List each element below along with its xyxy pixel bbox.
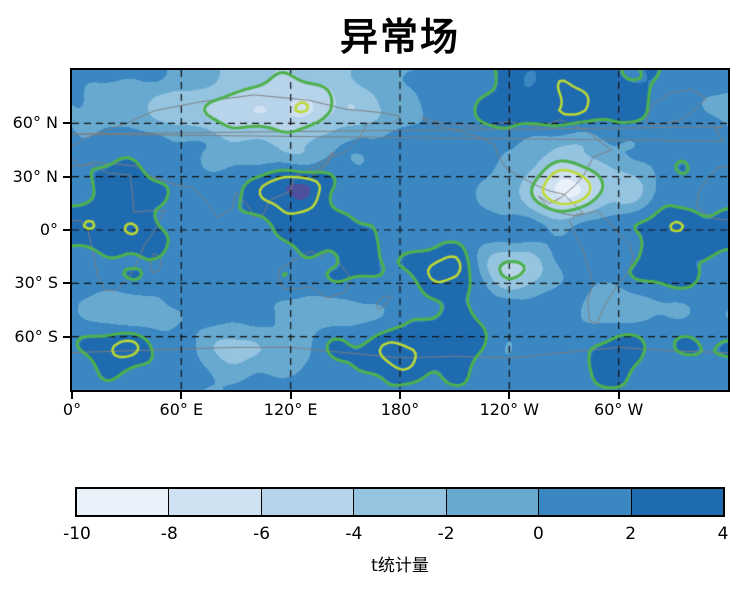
y-tick-label: 30° N [12,166,58,186]
colorbar-tick-label: -6 [253,524,271,544]
colorbar-tick-label: -8 [160,524,178,544]
x-tick-label: 60° W [594,400,644,419]
y-tick-label: 0° [39,220,58,239]
x-tick-mark [71,392,73,399]
y-tick-label: 60° S [14,326,58,346]
colorbar-tick-label: 0 [533,524,544,544]
colorbar-segment [260,489,354,515]
colorbar [75,487,725,517]
x-tick-label: 180° [380,400,420,419]
map-plot-frame [70,68,730,392]
y-tick-mark [63,229,70,231]
y-tick-mark [63,282,70,285]
colorbar-segment [77,489,169,515]
y-tick-label: 30° S [14,273,58,293]
y-tick-label: 60° N [12,113,58,133]
colorbar-tick-label: -4 [345,524,363,544]
colorbar-tick-label: 2 [625,524,637,544]
x-tick-label: 60° E [159,400,204,419]
y-tick-mark [63,335,70,338]
x-tick-mark [399,392,401,399]
colorbar-label: t统计量 [371,556,429,576]
chart-title: 异常场 [339,15,460,59]
colorbar-segment [353,489,446,515]
x-tick-mark [508,392,511,399]
colorbar-tick-label: 4 [717,524,729,544]
colorbar-tick-label: -10 [63,524,91,544]
y-tick-mark [63,175,70,178]
x-tick-mark [180,392,183,399]
colorbar-tick-label: -2 [437,524,455,544]
x-tick-label: 0° [62,400,82,419]
colorbar-segment [630,489,723,515]
colorbar-segment [168,489,261,515]
contour-map-canvas [72,70,728,390]
y-tick-mark [63,122,70,125]
x-tick-label: 120° E [263,400,318,419]
colorbar-segment [538,489,631,515]
x-tick-mark [617,392,620,399]
colorbar-area: -10 -8 -6 -4 -2 0 2 4 t统计量 [63,487,728,587]
colorbar-segment [445,489,539,515]
x-tick-label: 120° W [479,400,540,419]
x-tick-mark [289,392,292,399]
